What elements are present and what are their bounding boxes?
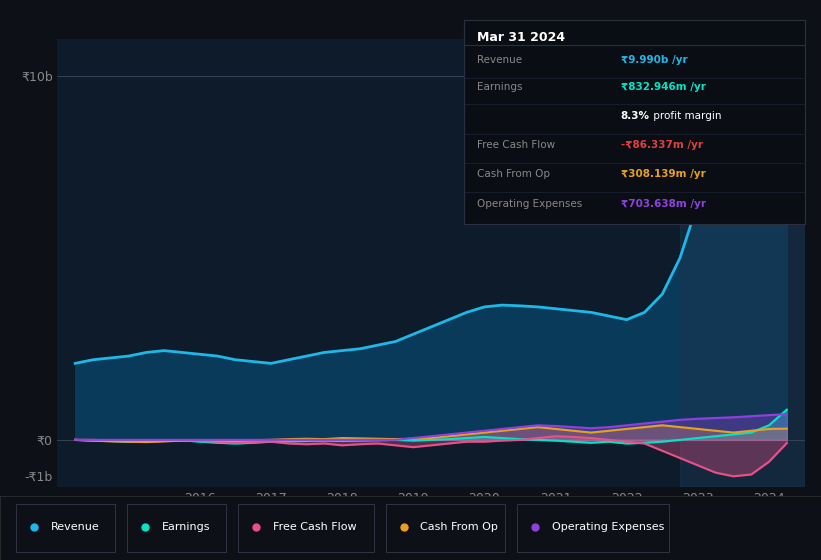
Text: Revenue: Revenue (51, 521, 99, 531)
Text: Earnings: Earnings (162, 521, 210, 531)
Text: Free Cash Flow: Free Cash Flow (273, 521, 356, 531)
Text: Free Cash Flow: Free Cash Flow (478, 141, 556, 150)
Text: 8.3%: 8.3% (621, 111, 649, 120)
Text: ₹703.638m /yr: ₹703.638m /yr (621, 199, 705, 208)
Text: profit margin: profit margin (649, 111, 721, 120)
Text: ₹832.946m /yr: ₹832.946m /yr (621, 82, 705, 92)
Text: Earnings: Earnings (478, 82, 523, 92)
Text: ₹308.139m /yr: ₹308.139m /yr (621, 169, 705, 179)
Text: ₹9.990b /yr: ₹9.990b /yr (621, 55, 687, 66)
Text: -₹86.337m /yr: -₹86.337m /yr (621, 141, 703, 150)
Bar (680, 39, 805, 487)
Text: Operating Expenses: Operating Expenses (552, 521, 664, 531)
Text: Cash From Op: Cash From Op (478, 169, 551, 179)
Text: Cash From Op: Cash From Op (420, 521, 498, 531)
Text: Revenue: Revenue (478, 55, 523, 66)
Text: Operating Expenses: Operating Expenses (478, 199, 583, 208)
Text: Mar 31 2024: Mar 31 2024 (478, 31, 566, 44)
